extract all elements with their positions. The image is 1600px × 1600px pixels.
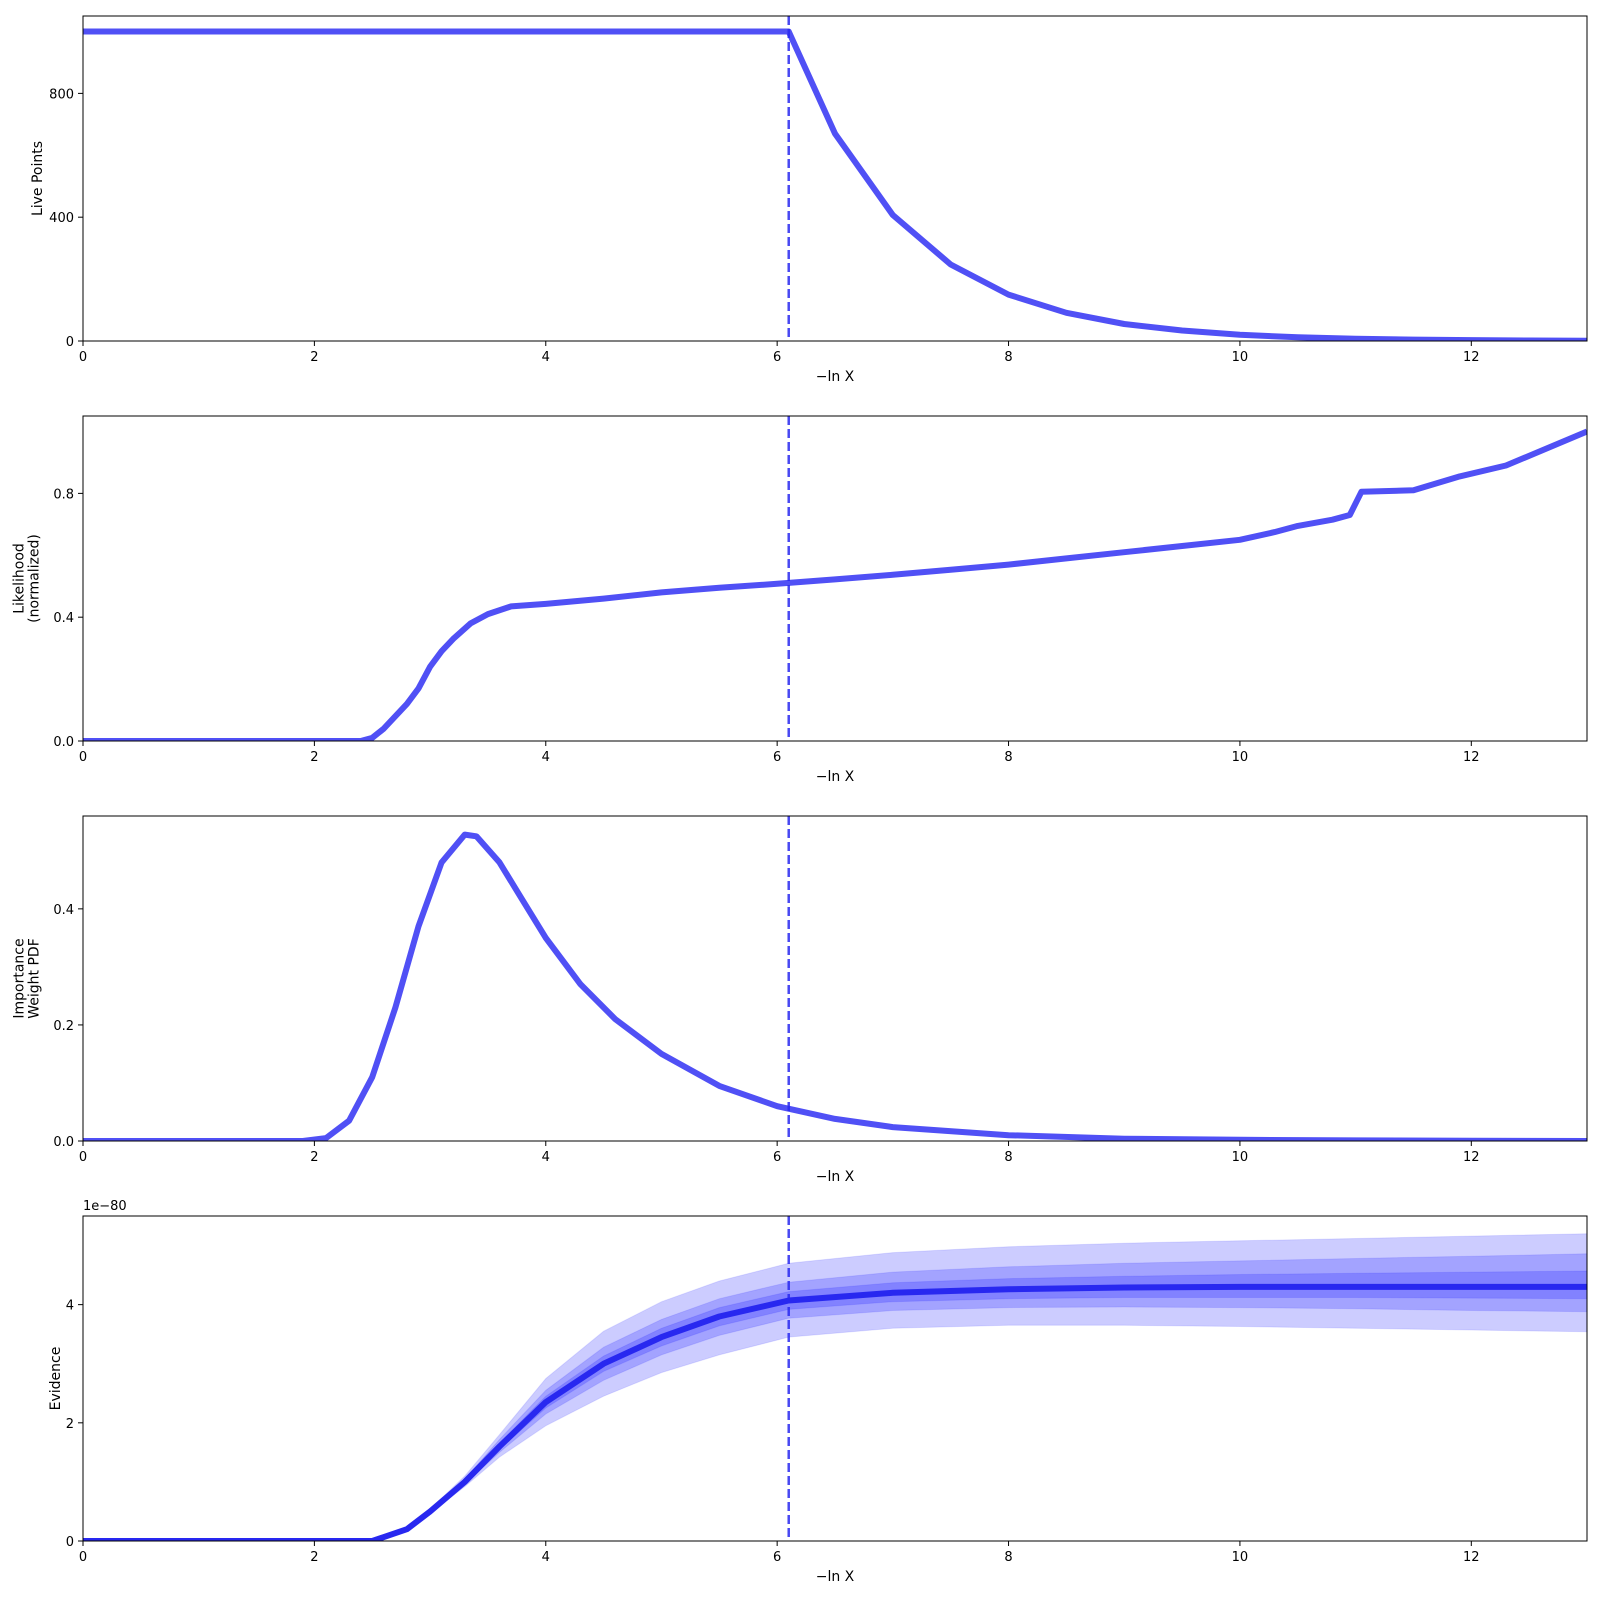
x-axis-label: −ln X bbox=[816, 1169, 855, 1185]
x-tick-label: 4 bbox=[542, 750, 550, 765]
y-tick-label: 400 bbox=[49, 211, 74, 226]
axes-frame bbox=[82, 415, 1588, 742]
x-tick-label: 0 bbox=[79, 350, 87, 365]
x-tick-label: 12 bbox=[1463, 1150, 1480, 1165]
x-tick-label: 2 bbox=[310, 350, 318, 365]
y-tick-label: 0.0 bbox=[53, 735, 74, 750]
x-tick-label: 0 bbox=[79, 750, 87, 765]
series-line-2-1 bbox=[83, 428, 1587, 741]
y-axis-label: Importance bbox=[12, 938, 28, 1018]
x-tick-label: 4 bbox=[542, 1150, 550, 1165]
y-tick-label: 0.4 bbox=[53, 611, 74, 626]
axes-frame bbox=[82, 15, 1588, 342]
x-tick-label: 8 bbox=[1004, 1150, 1012, 1165]
y-tick-label: 0.8 bbox=[53, 487, 74, 502]
axes-frame bbox=[82, 1215, 1588, 1542]
y-tick-label: 0.4 bbox=[53, 903, 74, 918]
y-tick-label: 0.0 bbox=[53, 1135, 74, 1150]
x-tick-label: 4 bbox=[542, 1550, 550, 1565]
x-tick-label: 12 bbox=[1463, 350, 1480, 365]
x-tick-label: 0 bbox=[79, 1550, 87, 1565]
x-tick-label: 10 bbox=[1232, 1550, 1249, 1565]
series-line-3-1 bbox=[83, 831, 1587, 1141]
series-line-1-1 bbox=[83, 28, 1587, 341]
x-tick-label: 0 bbox=[79, 1150, 87, 1165]
y-tick-label: 0 bbox=[66, 1535, 74, 1550]
y-axis-label: Likelihood bbox=[12, 543, 28, 614]
x-tick-label: 6 bbox=[773, 350, 781, 365]
y-axis-label: Live Points bbox=[30, 141, 46, 216]
x-tick-label: 10 bbox=[1232, 350, 1249, 365]
x-axis-label: −ln X bbox=[816, 369, 855, 385]
panel-3: 0 2 4 6 8 10 12 0.0 0.2 0.4 −ln X Importance Weight … bbox=[12, 815, 1588, 1185]
x-tick-label: 10 bbox=[1232, 1150, 1249, 1165]
y-axis-label: Weight PDF bbox=[27, 938, 43, 1019]
evidence-band-2 bbox=[83, 1253, 1587, 1541]
plot-area bbox=[83, 416, 1587, 741]
y-tick-label: 2 bbox=[66, 1417, 74, 1432]
plot-area bbox=[83, 16, 1587, 341]
x-tick-label: 12 bbox=[1463, 1550, 1480, 1565]
axes-frame bbox=[82, 815, 1588, 1142]
x-tick-label: 6 bbox=[773, 1150, 781, 1165]
series-line-4-1 bbox=[83, 1283, 1587, 1541]
x-tick-label: 12 bbox=[1463, 750, 1480, 765]
y-tick-label: 800 bbox=[49, 87, 74, 102]
x-tick-label: 8 bbox=[1004, 350, 1012, 365]
x-axis-label: −ln X bbox=[816, 769, 855, 785]
y-tick-label: 0 bbox=[66, 335, 74, 350]
x-tick-label: 4 bbox=[542, 350, 550, 365]
x-tick-label: 8 bbox=[1004, 750, 1012, 765]
x-tick-label: 2 bbox=[310, 1150, 318, 1165]
plot-area bbox=[83, 1216, 1587, 1541]
plot-area bbox=[83, 816, 1587, 1141]
panel-2: 0 2 4 6 8 10 12 0.0 0.4 0.8 −ln X Likelihood (normal… bbox=[12, 415, 1588, 785]
y-axis-label: (normalized) bbox=[27, 534, 43, 623]
y-tick-label: 4 bbox=[66, 1299, 74, 1314]
y-offset-label: 1e−80 bbox=[83, 1199, 127, 1214]
evidence-band-1 bbox=[83, 1233, 1587, 1541]
x-tick-label: 2 bbox=[310, 1550, 318, 1565]
x-axis-label: −ln X bbox=[816, 1569, 855, 1585]
panel-1: 0 2 4 6 8 10 12 0 400 800 −ln X Live Points bbox=[30, 15, 1588, 385]
y-axis-label: Evidence bbox=[48, 1347, 64, 1411]
x-tick-label: 10 bbox=[1232, 750, 1249, 765]
x-tick-label: 6 bbox=[773, 750, 781, 765]
y-tick-label: 0.2 bbox=[53, 1019, 74, 1034]
x-tick-label: 2 bbox=[310, 750, 318, 765]
panel-4: 0 2 4 6 8 10 12 0 2 4 −ln X Evidence 1e−80 bbox=[48, 1199, 1588, 1585]
x-tick-label: 6 bbox=[773, 1550, 781, 1565]
x-tick-label: 8 bbox=[1004, 1550, 1012, 1565]
